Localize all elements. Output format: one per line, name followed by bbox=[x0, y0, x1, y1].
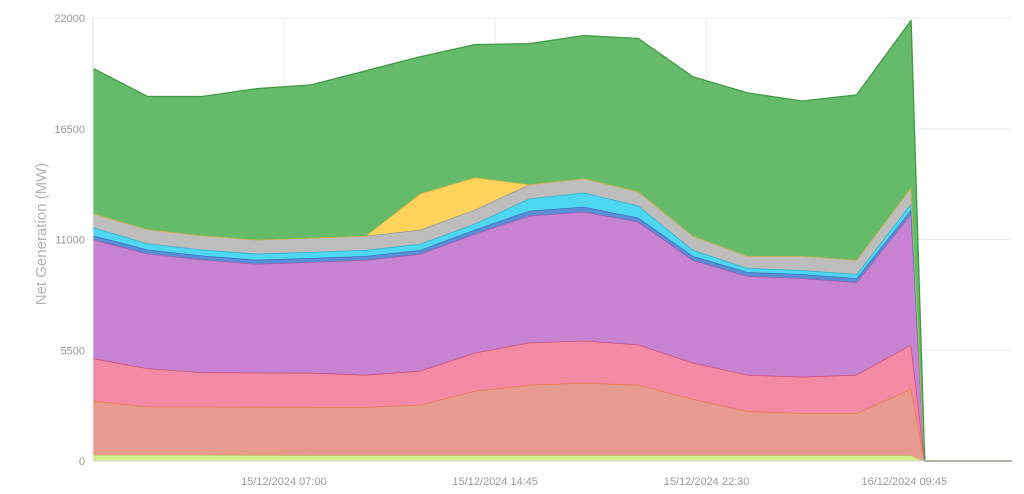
x-tick-label: 16/12/2024 09:45 bbox=[861, 476, 947, 488]
series-3-area bbox=[93, 211, 1012, 461]
y-tick-label: 16500 bbox=[54, 124, 85, 136]
x-tick-label: 15/12/2024 07:00 bbox=[241, 476, 327, 488]
y-tick-label: 11000 bbox=[55, 235, 85, 247]
y-tick-label: 0 bbox=[79, 456, 85, 468]
series-8-area bbox=[93, 20, 1012, 462]
stacked-areas bbox=[92, 19, 1012, 462]
series-6-area bbox=[93, 178, 1012, 461]
x-tick-label: 15/12/2024 14:45 bbox=[452, 476, 538, 488]
series-0-area bbox=[93, 455, 1012, 461]
axes: 0 5500 11000 16500 22000 15/12/2024 07:00 15/1… bbox=[54, 13, 1012, 488]
y-axis-label: Net Generation (MW) bbox=[33, 163, 50, 306]
x-tick-label: 15/12/2024 22:30 bbox=[664, 476, 750, 488]
y-tick-label: 5500 bbox=[61, 345, 85, 357]
series-8-line bbox=[92, 19, 1012, 462]
series-1-area bbox=[93, 382, 1012, 461]
series-2-area bbox=[93, 340, 1012, 461]
y-tick-label: 22000 bbox=[54, 13, 85, 25]
